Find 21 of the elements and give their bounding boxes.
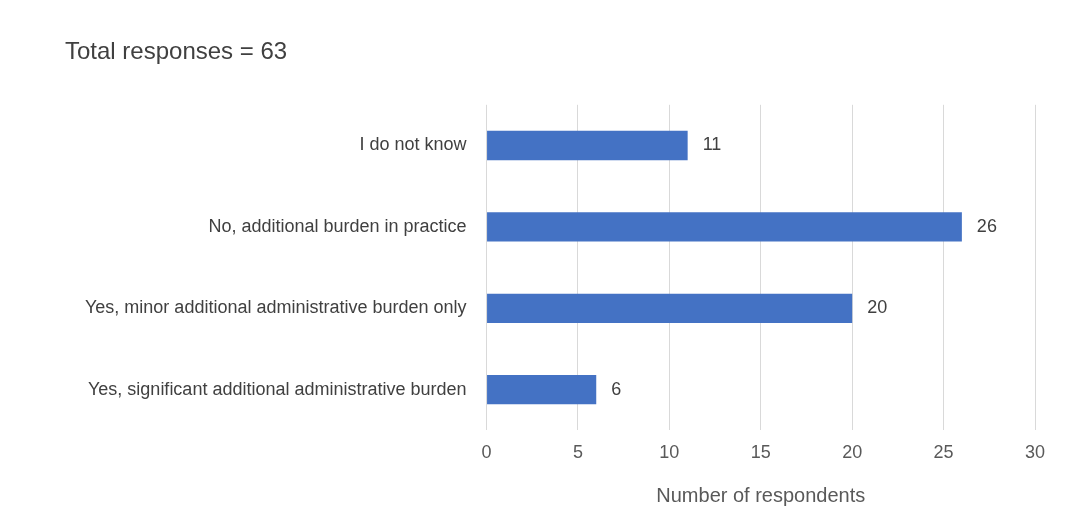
bar <box>487 212 962 242</box>
x-tick-label: 5 <box>572 442 583 463</box>
x-tick-label: 0 <box>481 442 492 463</box>
y-tick-label: I do not know <box>359 134 468 155</box>
x-tick-label: 20 <box>842 442 863 463</box>
x-tick-label: 25 <box>933 442 954 463</box>
x-tick-label: 30 <box>1024 442 1046 463</box>
bar <box>487 375 597 405</box>
data-label: 6 <box>611 378 622 399</box>
y-tick-label: Yes, significant additional administrative burden <box>87 378 467 399</box>
bar <box>487 293 853 323</box>
text: Total responses = 63 <box>65 37 288 65</box>
data-label: 11 <box>702 134 722 155</box>
data-label: 20 <box>867 297 888 318</box>
bar <box>487 130 688 161</box>
x-tick-label: 10 <box>659 442 680 463</box>
x-axis-title: Number of respondents <box>656 483 866 506</box>
x-tick-label: 15 <box>750 442 771 463</box>
y-tick-label: Yes, minor additional administrative burden only <box>84 297 467 318</box>
data-label: 26 <box>976 215 997 236</box>
y-tick-label: No, additional burden in practice <box>208 215 467 236</box>
